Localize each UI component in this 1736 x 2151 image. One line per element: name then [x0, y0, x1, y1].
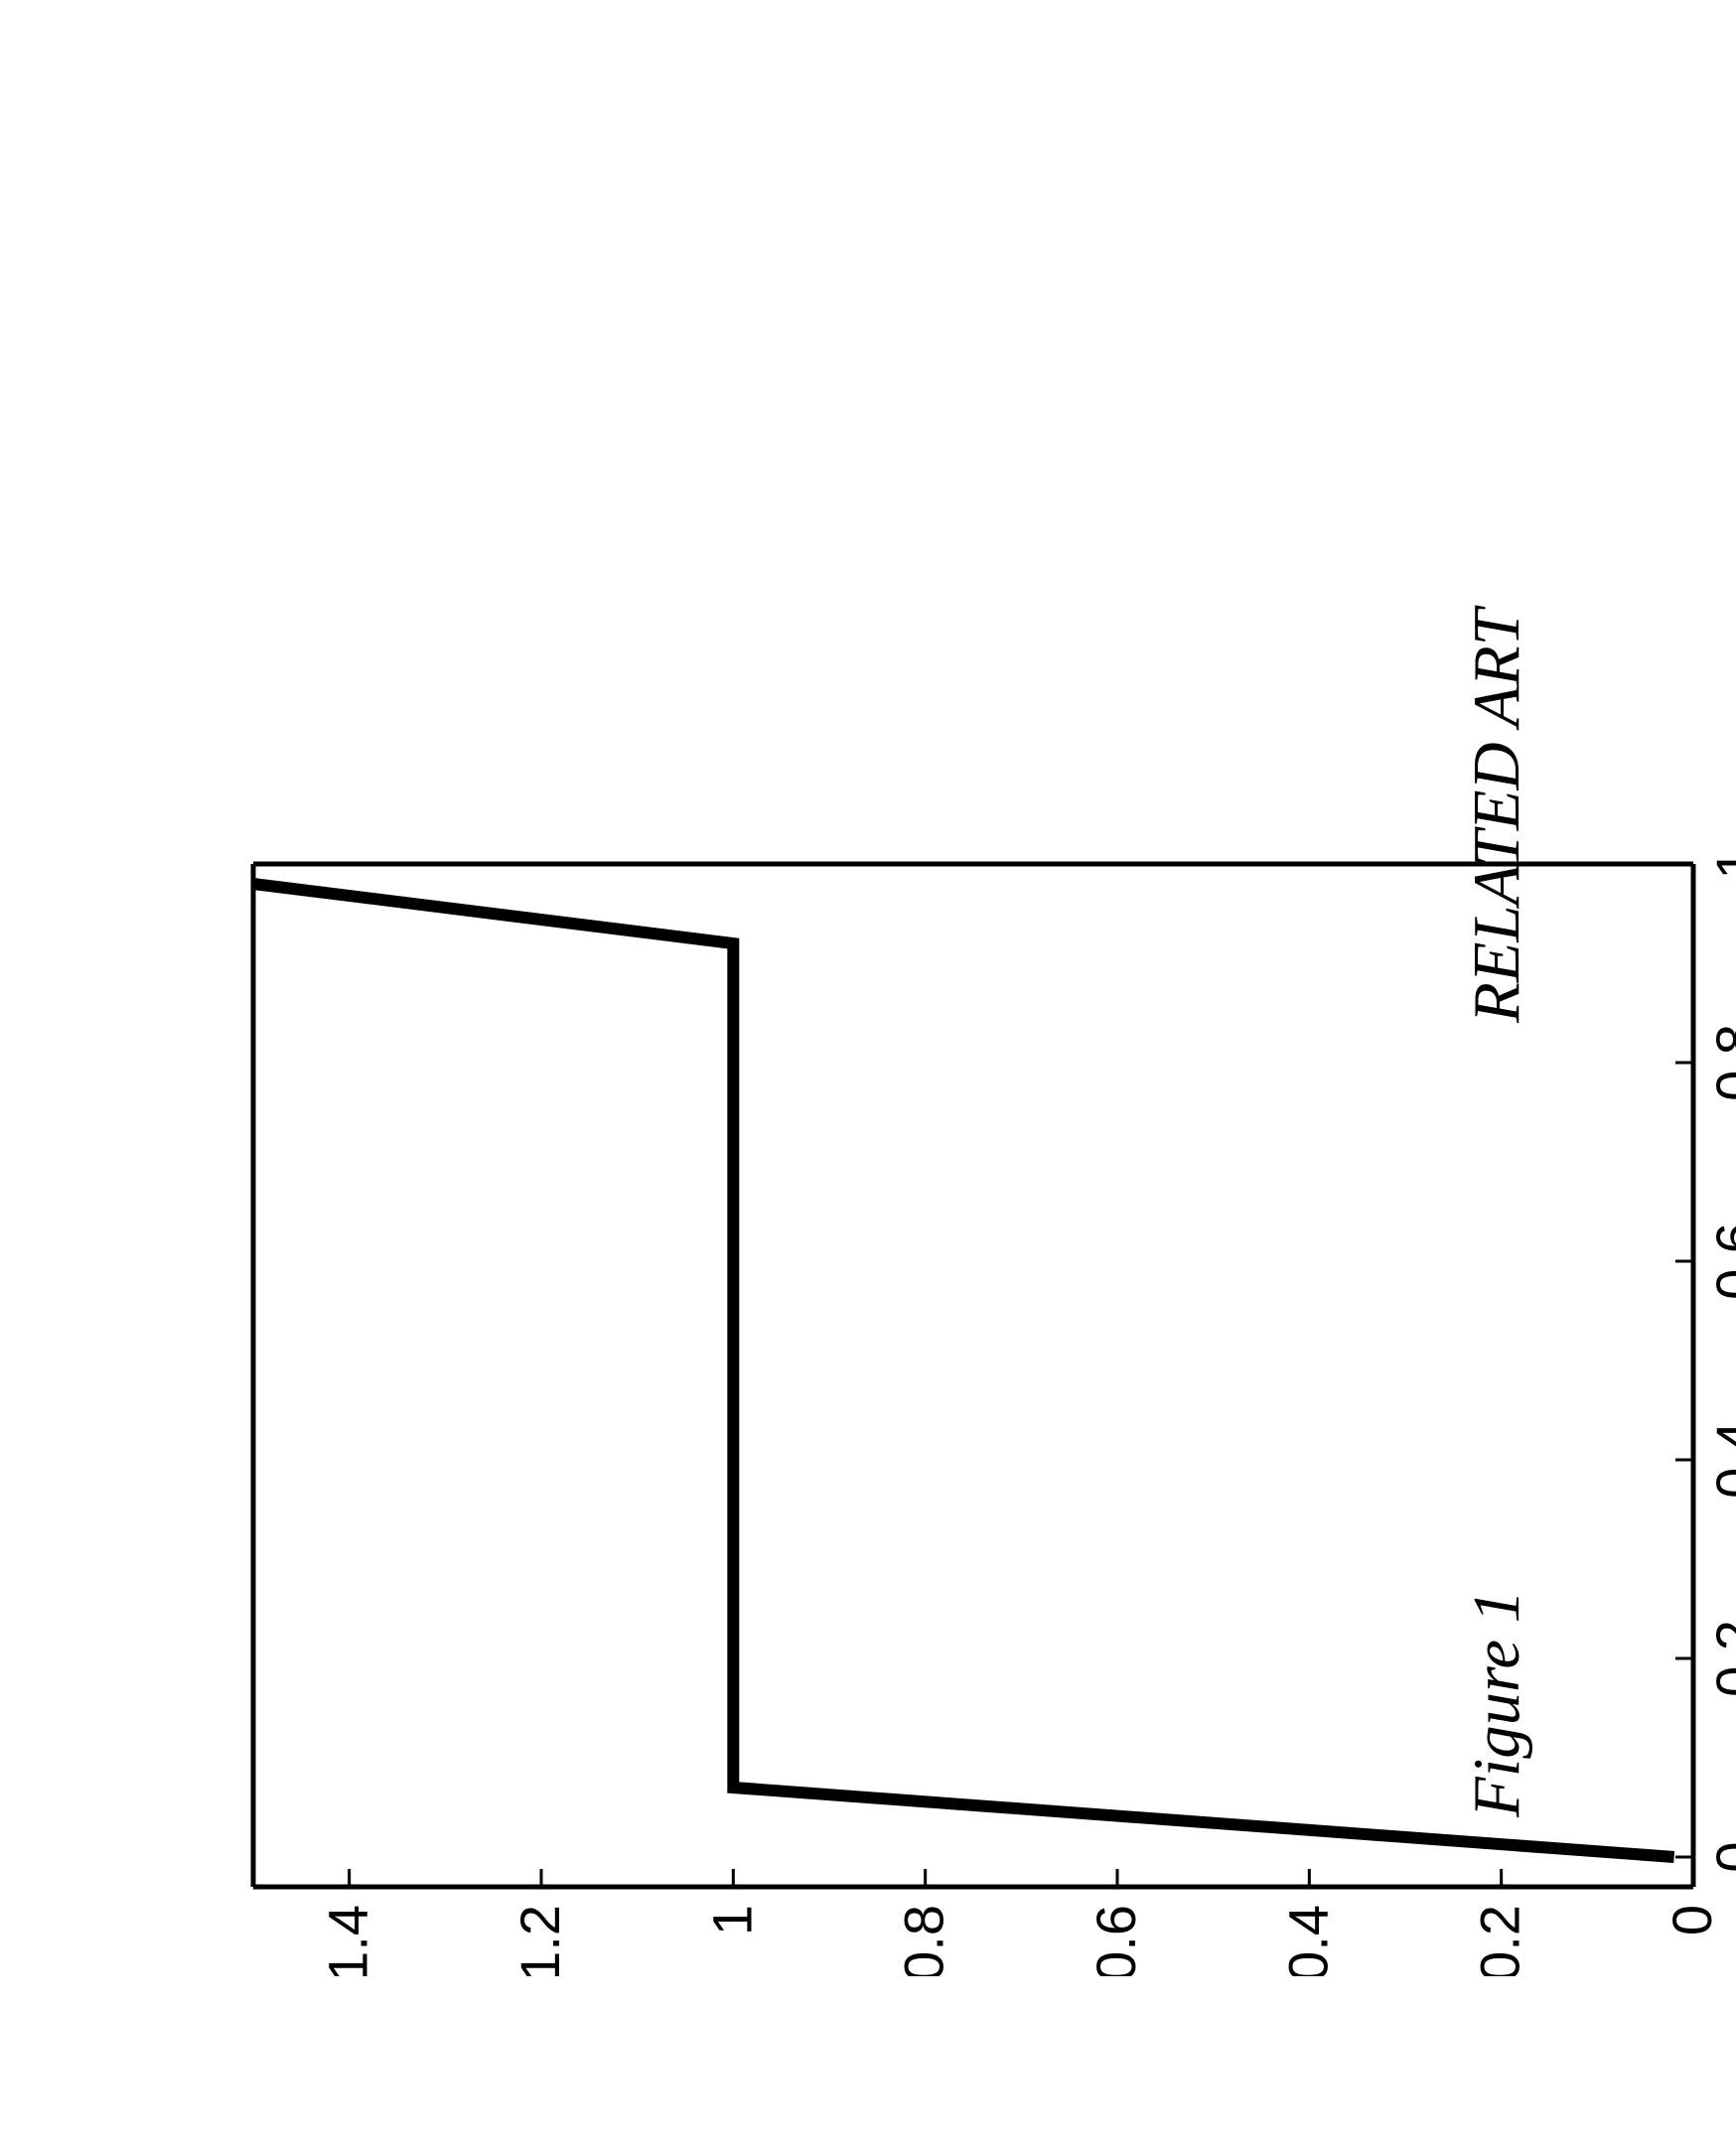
figure-caption-left: Figure 1	[1460, 1590, 1535, 1817]
svg-text:0.6: 0.6	[1085, 1905, 1147, 1976]
svg-text:0.2: 0.2	[1704, 1620, 1736, 1697]
svg-text:1.4: 1.4	[317, 1905, 379, 1976]
figure-caption-right: RELATED ART	[1460, 609, 1535, 1023]
svg-text:0.8: 0.8	[1704, 1024, 1736, 1101]
svg-text:0.4: 0.4	[1276, 1905, 1339, 1976]
svg-text:0.2: 0.2	[1469, 1905, 1531, 1976]
svg-text:0: 0	[1704, 1841, 1736, 1872]
svg-text:0.6: 0.6	[1704, 1222, 1736, 1300]
svg-text:1.2: 1.2	[508, 1905, 571, 1976]
svg-text:0.4: 0.4	[1704, 1421, 1736, 1499]
svg-text:1: 1	[1704, 848, 1736, 879]
svg-text:0.8: 0.8	[893, 1905, 955, 1976]
svg-text:0: 0	[1661, 1905, 1723, 1936]
svg-text:1: 1	[700, 1905, 763, 1936]
